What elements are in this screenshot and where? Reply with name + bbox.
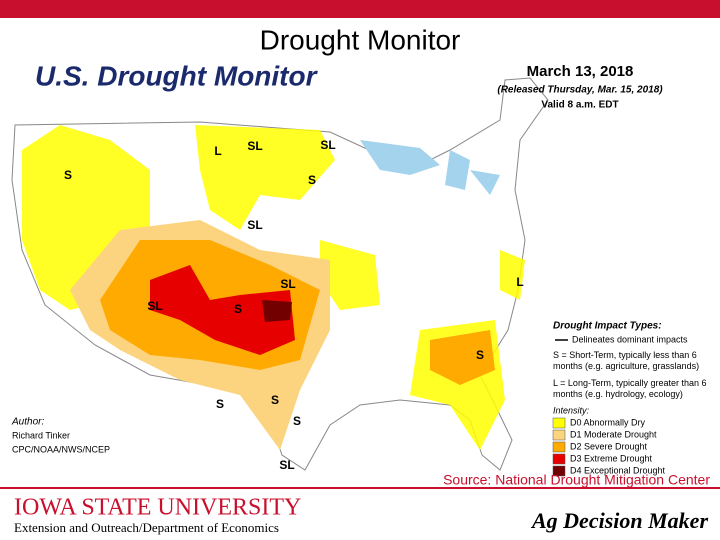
author: Author: Richard Tinker CPC/NOAA/NWS/NCEP	[11, 417, 110, 455]
department: Extension and Outreach/Department of Eco…	[14, 520, 279, 535]
intensity-legend: D0 Abnormally Dry D1 Moderate Drought D2 S…	[552, 417, 666, 477]
impact-label: SL	[247, 218, 262, 232]
impact-label: S	[308, 173, 316, 187]
intensity-swatch	[552, 453, 566, 465]
intensity-label: D3 Extreme Drought	[570, 453, 653, 463]
intensity-title: Intensity:	[553, 405, 590, 415]
impact-label: S	[234, 302, 242, 316]
author-org: CPC/NOAA/NWS/NCEP	[12, 444, 110, 454]
author-label: Author:	[11, 417, 44, 428]
impact-label: SL	[147, 299, 162, 313]
d4-area	[262, 300, 292, 322]
intensity-swatch	[552, 465, 566, 477]
legend: Drought Impact Types: Delineates dominan…	[552, 321, 707, 477]
brand: Ag Decision Maker	[530, 508, 708, 533]
map	[11, 77, 549, 471]
d0-area	[500, 250, 525, 300]
intensity-label: D1 Moderate Drought	[570, 429, 657, 439]
impact-label: SL	[320, 138, 335, 152]
impact-label: SL	[280, 277, 295, 291]
lakes	[360, 140, 500, 195]
source: Source: National Drought Mitigation Cent…	[443, 472, 710, 488]
impact-label: SL	[279, 458, 294, 472]
impact-label: L	[516, 275, 523, 289]
map-date: March 13, 2018	[527, 63, 634, 80]
legend-text: S = Short-Term, typically less than 6 mo…	[553, 350, 700, 371]
impact-label: S	[64, 168, 72, 182]
released: (Released Thursday, Mar. 15, 2018)	[497, 85, 663, 96]
author-name: Richard Tinker	[12, 430, 70, 440]
impact-label: S	[216, 397, 224, 411]
impact-label: S	[293, 414, 301, 428]
intensity-label: D2 Severe Drought	[570, 441, 648, 451]
intensity-swatch	[552, 441, 566, 453]
university: IOWA STATE UNIVERSITY	[14, 495, 301, 521]
slide-title: Drought Monitor	[260, 24, 461, 55]
legend-title: Drought Impact Types:	[553, 321, 662, 332]
intensity-label: D4 Exceptional Drought	[570, 465, 666, 475]
intensity-swatch	[552, 417, 566, 429]
impact-label: SL	[247, 139, 262, 153]
top-bar	[0, 0, 720, 18]
d0-area	[195, 125, 335, 230]
legend-text-box: L = Long-Term, typically greater than 6 …	[553, 378, 707, 399]
d3-area	[150, 265, 295, 355]
intensity-label: D0 Abnormally Dry	[570, 417, 646, 427]
legend-text: Delineates dominant impacts	[572, 334, 688, 344]
legend-text-box: S = Short-Term, typically less than 6 mo…	[553, 350, 700, 371]
valid: Valid 8 a.m. EDT	[541, 100, 618, 111]
intensity-swatch	[552, 429, 566, 441]
legend-text: L = Long-Term, typically greater than 6 …	[553, 378, 707, 399]
impact-label: S	[271, 393, 279, 407]
impact-label: S	[476, 348, 484, 362]
impact-label: L	[214, 144, 221, 158]
map-title: U.S. Drought Monitor	[35, 60, 319, 91]
d2-area	[430, 330, 495, 385]
d0-area	[320, 240, 380, 310]
